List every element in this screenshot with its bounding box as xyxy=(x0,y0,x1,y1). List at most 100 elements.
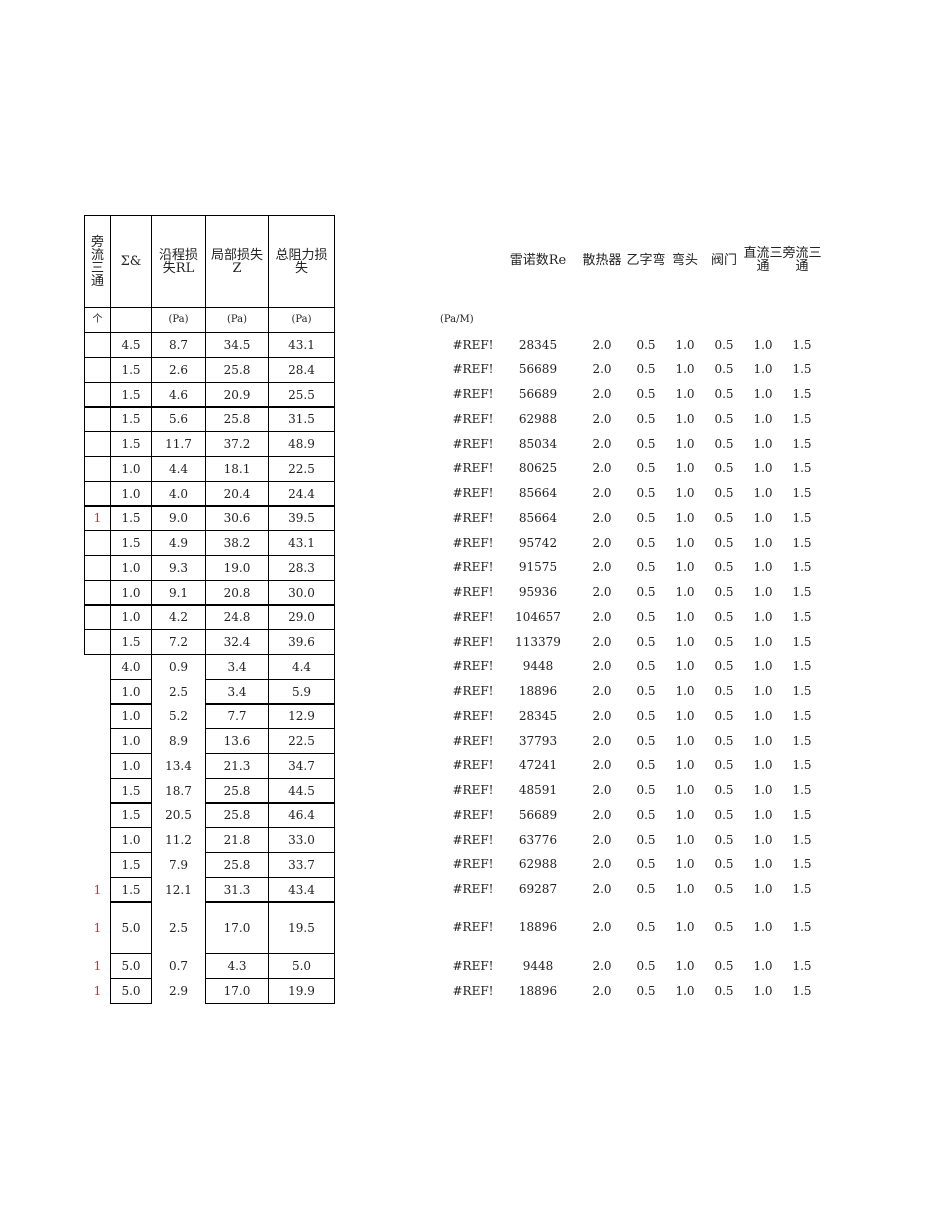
table-cell: 21.3 xyxy=(205,752,269,779)
header-radiator: 散热器 xyxy=(582,252,622,268)
unit-pa-per-m: (Pa/M) xyxy=(440,314,474,325)
reynolds-cell: 18896 xyxy=(518,920,558,935)
coefficient-cell: 1.5 xyxy=(792,733,812,748)
table-cell: 22.5 xyxy=(268,455,335,482)
reynolds-cell: 63776 xyxy=(518,832,558,847)
table-cell: 11.2 xyxy=(165,833,192,847)
table-cell xyxy=(84,455,111,482)
table-cell xyxy=(84,753,111,779)
table-cell: 39.6 xyxy=(268,629,335,655)
coefficient-cell: 1.5 xyxy=(792,708,812,723)
coefficient-cell: 0.5 xyxy=(714,461,734,476)
coefficient-cell: 1.0 xyxy=(675,486,695,500)
table-cell: 33.7 xyxy=(268,851,335,878)
table-cell: 9.3 xyxy=(151,554,206,581)
coefficient-cell: 1.5 xyxy=(792,560,812,575)
table-cell: 1.0 xyxy=(110,604,152,631)
coefficient-cell: 0.5 xyxy=(636,832,656,847)
table-cell: 44.5 xyxy=(268,777,335,804)
ref-error-cell: #REF! xyxy=(452,807,494,822)
ref-error-cell: #REF! xyxy=(452,659,494,674)
ref-error-cell: #REF! xyxy=(452,411,494,426)
coefficient-cell: 2.0 xyxy=(592,882,612,896)
table-cell xyxy=(84,406,111,433)
table-cell: 1.5 xyxy=(110,431,152,457)
coefficient-cell: 0.5 xyxy=(714,585,734,599)
table-cell xyxy=(84,554,111,581)
table-cell: 24.4 xyxy=(268,480,335,507)
table-cell: 31.3 xyxy=(205,876,269,903)
header-bypass-tee-coef: 旁流三通 xyxy=(782,246,822,274)
reynolds-cell: 47241 xyxy=(518,758,558,773)
header-sum-zeta: Σ& xyxy=(110,215,152,308)
ref-error-cell: #REF! xyxy=(452,510,494,525)
table-cell: 20.4 xyxy=(205,480,269,507)
coefficient-cell: 1.0 xyxy=(753,857,773,872)
coefficient-cell: 1.5 xyxy=(792,857,812,872)
table-cell: 1.0 xyxy=(110,703,152,730)
ref-error-cell: #REF! xyxy=(452,783,494,797)
table-cell: 12.1 xyxy=(165,882,192,897)
coefficient-cell: 0.5 xyxy=(714,436,734,451)
table-cell: 1.5 xyxy=(110,356,152,383)
coefficient-cell: 0.5 xyxy=(636,958,656,973)
coefficient-cell: 0.5 xyxy=(636,857,656,872)
table-cell: 32.4 xyxy=(205,629,269,655)
table-cell: 1.0 xyxy=(110,827,152,853)
coefficient-cell: 1.5 xyxy=(792,535,812,550)
reynolds-cell: 62988 xyxy=(518,411,558,426)
coefficient-cell: 1.0 xyxy=(675,387,695,401)
coefficient-cell: 0.5 xyxy=(714,758,734,773)
coefficient-cell: 0.5 xyxy=(636,585,656,599)
table-cell: 1.5 xyxy=(110,505,152,532)
coefficient-cell: 1.0 xyxy=(675,758,695,773)
table-cell: 2.9 xyxy=(168,984,189,998)
table-cell: 4.4 xyxy=(151,455,206,482)
coefficient-cell: 0.5 xyxy=(636,609,656,624)
coefficient-cell: 1.0 xyxy=(753,535,773,550)
coefficient-cell: 1.0 xyxy=(675,857,695,872)
ref-error-cell: #REF! xyxy=(452,337,494,352)
table-cell: 19.5 xyxy=(268,901,335,955)
table-cell: 4.0 xyxy=(110,653,152,680)
coefficient-cell: 1.0 xyxy=(753,882,773,896)
coefficient-cell: 2.0 xyxy=(592,920,612,935)
coefficient-cell: 1.5 xyxy=(792,983,812,998)
reynolds-cell: 28345 xyxy=(518,337,558,352)
table-cell: 25.8 xyxy=(205,802,269,829)
coefficient-cell: 0.5 xyxy=(714,362,734,377)
coefficient-cell: 2.0 xyxy=(592,733,612,748)
table-cell: 1 xyxy=(93,959,102,974)
coefficient-cell: 1.5 xyxy=(792,958,812,973)
coefficient-cell: 1.0 xyxy=(675,461,695,476)
coefficient-cell: 0.5 xyxy=(714,560,734,575)
coefficient-cell: 1.5 xyxy=(792,411,812,426)
reynolds-cell: 80625 xyxy=(518,461,558,476)
ref-error-cell: #REF! xyxy=(452,387,494,401)
table-cell: 4.6 xyxy=(151,381,206,408)
coefficient-cell: 0.5 xyxy=(714,387,734,401)
coefficient-cell: 0.5 xyxy=(714,535,734,550)
ref-error-cell: #REF! xyxy=(452,585,494,599)
coefficient-cell: 1.0 xyxy=(675,585,695,599)
ref-error-cell: #REF! xyxy=(452,708,494,723)
ref-error-cell: #REF! xyxy=(452,920,494,935)
unit-cell: 个 xyxy=(84,307,111,333)
table-cell: 4.3 xyxy=(205,953,269,980)
table-cell: 1.5 xyxy=(110,802,152,829)
coefficient-cell: 0.5 xyxy=(714,857,734,872)
coefficient-cell: 1.5 xyxy=(792,783,812,797)
coefficient-cell: 1.0 xyxy=(753,585,773,599)
table-cell: 4.0 xyxy=(151,480,206,507)
reynolds-cell: 56689 xyxy=(518,807,558,822)
coefficient-cell: 1.5 xyxy=(792,758,812,773)
table-cell: 24.8 xyxy=(205,604,269,631)
coefficient-cell: 1.5 xyxy=(792,486,812,500)
header-total-loss: 总阻力损失 xyxy=(268,215,335,308)
header-reynolds: 雷诺数Re xyxy=(509,252,567,268)
coefficient-cell: 1.5 xyxy=(792,832,812,847)
coefficient-cell: 2.0 xyxy=(592,411,612,426)
header-friction-loss: 沿程损失RL xyxy=(151,215,206,308)
table-cell: 34.5 xyxy=(205,332,269,358)
